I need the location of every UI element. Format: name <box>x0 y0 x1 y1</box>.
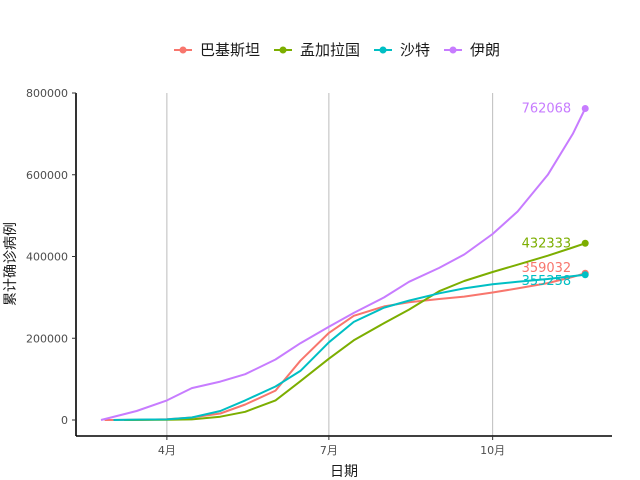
series-line-1 <box>124 242 586 421</box>
y-tick-label: 600000 <box>26 169 68 182</box>
legend-item-3: 伊朗 <box>444 41 500 59</box>
legend-item-1: 孟加拉国 <box>274 41 360 59</box>
series-endpoint-2 <box>581 271 589 279</box>
legend-item-2: 沙特 <box>374 41 430 59</box>
legend-key-point <box>449 46 457 54</box>
legend: 巴基斯坦 孟加拉国 沙特 伊朗 <box>174 41 500 59</box>
series-end-label-0: 359032 <box>522 261 572 276</box>
y-axis-title: 累计确诊病例 <box>3 222 19 306</box>
legend-label: 沙特 <box>400 41 430 59</box>
y-tick-label: 800000 <box>26 87 68 100</box>
series-line-2 <box>113 273 586 421</box>
y-tick-label: 0 <box>61 414 68 427</box>
series-line-3 <box>100 108 587 421</box>
series-endpoint-3 <box>581 105 589 113</box>
legend-key-point <box>379 46 387 54</box>
legend-label: 孟加拉国 <box>300 41 360 59</box>
y-tick-label: 200000 <box>26 332 68 345</box>
legend-item-0: 巴基斯坦 <box>174 41 260 59</box>
x-tick-label: 10月 <box>480 444 505 457</box>
x-tick-label: 7月 <box>320 444 338 457</box>
series-end-label-3: 762068 <box>522 102 572 117</box>
legend-label: 巴基斯坦 <box>200 41 260 59</box>
x-tick-label: 4月 <box>158 444 176 457</box>
series-layer: 359032 432333 355258 762068 <box>100 102 589 421</box>
axes: 0 200000 400000 600000 800000 4月 7月 10月 <box>26 87 612 457</box>
series-endpoint-1 <box>581 239 589 247</box>
x-axis-title: 日期 <box>330 464 358 480</box>
legend-key-point <box>179 46 187 54</box>
legend-label: 伊朗 <box>470 41 500 59</box>
legend-key-point <box>279 46 287 54</box>
series-end-label-1: 432333 <box>522 236 572 251</box>
series-end-label-2: 355258 <box>522 274 572 289</box>
grid-lines <box>166 93 494 436</box>
y-tick-label: 400000 <box>26 251 68 264</box>
